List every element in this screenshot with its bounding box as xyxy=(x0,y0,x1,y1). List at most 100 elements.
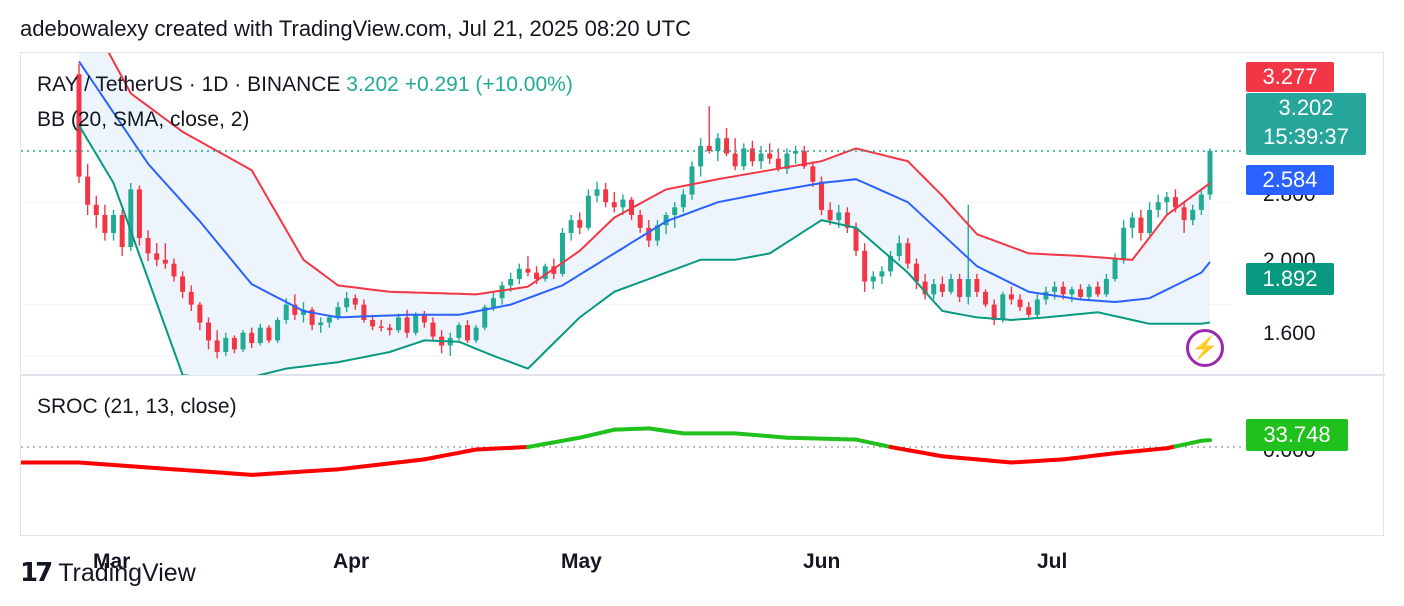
bb-lower-line xyxy=(78,124,1211,375)
last-price: 3.202 xyxy=(346,73,399,96)
chart-attribution: adebowalexy created with TradingView.com… xyxy=(20,16,691,41)
candle-body xyxy=(266,327,272,341)
candle-body xyxy=(1172,197,1178,208)
candle-body xyxy=(680,194,686,208)
candle-body xyxy=(1207,151,1213,195)
candle-body xyxy=(1164,197,1170,203)
candle-body xyxy=(620,199,626,208)
candle-body xyxy=(240,332,246,350)
price-chart[interactable] xyxy=(21,53,1385,537)
candle-body xyxy=(1026,307,1032,315)
candle-body xyxy=(456,325,462,338)
candle-body xyxy=(111,215,117,233)
candle-body xyxy=(223,337,229,352)
candle-body xyxy=(568,220,574,233)
candle-body xyxy=(888,255,894,272)
candle-body xyxy=(387,327,393,331)
candle-body xyxy=(335,307,341,318)
candle-body xyxy=(991,304,997,320)
candle-body xyxy=(516,268,522,279)
x-tick-apr: Apr xyxy=(333,550,370,573)
candle-body xyxy=(344,298,350,308)
candle-body xyxy=(896,243,902,256)
last-price-tag-value: 3.202 xyxy=(1278,95,1334,120)
sroc-legend[interactable]: SROC (21, 13, close) xyxy=(37,395,237,418)
candle-body xyxy=(853,227,859,251)
candle-body xyxy=(767,153,773,159)
candle-body xyxy=(827,209,833,221)
candle-body xyxy=(672,207,678,215)
candle-body xyxy=(1000,294,1006,320)
candle-body xyxy=(965,279,971,297)
candle-body xyxy=(1086,286,1092,297)
bb-legend[interactable]: BB (20, SMA, close, 2) xyxy=(37,108,250,131)
tv-logo-icon: 17 xyxy=(20,558,53,588)
candle-body xyxy=(922,281,928,295)
middle-band-tag: 2.584 xyxy=(1246,165,1334,195)
bar-countdown: 15:39:37 xyxy=(1263,124,1349,149)
candle-body xyxy=(793,151,799,154)
chart-frame[interactable]: RAY / TetherUS · 1D · BINANCE 3.202 +0.2… xyxy=(20,52,1385,573)
candle-body xyxy=(1017,299,1023,308)
candle-body xyxy=(775,158,781,169)
candle-body xyxy=(603,189,609,203)
sroc-value-tag: 33.748 xyxy=(1246,419,1348,451)
candle-body xyxy=(870,276,876,282)
candle-body xyxy=(1043,291,1049,300)
candle-body xyxy=(724,138,730,154)
bb-middle-line xyxy=(78,60,1211,319)
candle-body xyxy=(1034,299,1040,315)
candle-body xyxy=(1198,194,1204,210)
candle-body xyxy=(352,298,358,305)
candle-body xyxy=(1008,294,1014,300)
candle-body xyxy=(637,215,643,228)
candle-body xyxy=(136,189,142,239)
candle-body xyxy=(482,307,488,328)
candle-body xyxy=(758,153,764,162)
candle-body xyxy=(957,279,963,297)
candle-body xyxy=(275,319,281,341)
candle-body xyxy=(577,220,583,228)
candle-body xyxy=(473,327,479,341)
candle-body xyxy=(1103,279,1109,295)
candle-body xyxy=(1052,286,1058,292)
candle-body xyxy=(309,309,315,326)
x-tick-mar: Mar xyxy=(93,550,131,573)
candle-body xyxy=(102,215,108,233)
candle-body xyxy=(154,253,160,260)
candle-body xyxy=(1147,209,1153,233)
candle-body xyxy=(214,340,220,352)
upper-band-tag: 3.277 xyxy=(1246,62,1334,92)
brand-name: TradingView xyxy=(58,558,196,587)
lightning-icon[interactable]: ⚡ xyxy=(1186,329,1224,367)
candle-body xyxy=(594,189,600,196)
candle-body xyxy=(1095,286,1101,295)
candle-body xyxy=(948,279,954,292)
candle-body xyxy=(646,227,652,241)
candle-body xyxy=(180,276,186,292)
tradingview-logo[interactable]: 17 TradingView xyxy=(20,558,196,588)
candle-body xyxy=(836,212,842,221)
candle-body xyxy=(844,212,850,228)
last-price-tag: 3.202 15:39:37 xyxy=(1246,93,1366,155)
candle-body xyxy=(188,291,194,305)
symbol-legend: RAY / TetherUS · 1D · BINANCE 3.202 +0.2… xyxy=(37,73,573,97)
candle-body xyxy=(85,176,91,205)
candle-body xyxy=(1112,258,1118,279)
candle-body xyxy=(732,153,738,167)
candle-body xyxy=(465,325,471,341)
candle-body xyxy=(197,304,203,323)
y-tick-1600: 1.600 xyxy=(1263,322,1316,345)
candle-body xyxy=(378,326,384,328)
candle-body xyxy=(801,151,807,167)
candle-body xyxy=(542,266,548,279)
candle-body xyxy=(300,309,306,315)
sroc-segment xyxy=(1199,438,1212,443)
candle-body xyxy=(862,250,868,282)
candle-body xyxy=(585,195,591,228)
candle-body xyxy=(421,314,427,323)
candle-body xyxy=(413,314,419,333)
price-change: +0.291 (+10.00%) xyxy=(404,73,573,96)
candle-body xyxy=(404,317,410,333)
candle-body xyxy=(93,204,99,215)
